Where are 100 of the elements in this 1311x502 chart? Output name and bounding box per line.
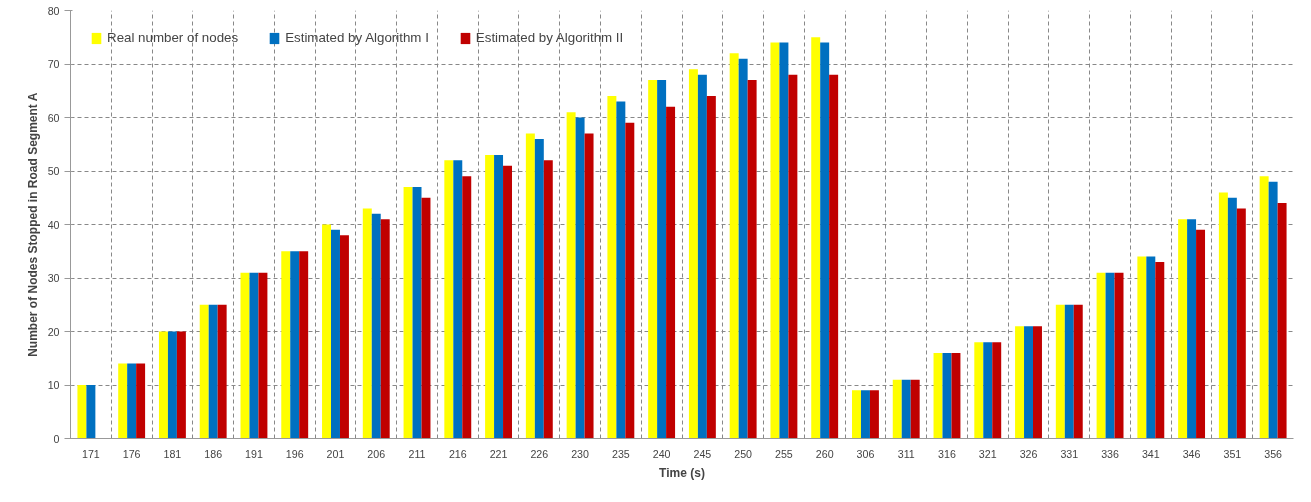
x-tick-label: 240 [652, 447, 671, 460]
bar [339, 235, 349, 439]
y-tick-label: 0 [53, 432, 60, 445]
x-tick-label: 171 [81, 447, 100, 460]
bar [1055, 304, 1065, 439]
x-tick-label: 356 [1264, 447, 1283, 460]
x-tick-label: 191 [245, 447, 263, 460]
x-tick-label: 235 [611, 447, 630, 460]
bar [1178, 219, 1188, 439]
bar [331, 229, 340, 439]
bar [779, 42, 789, 439]
x-tick-label: 250 [734, 447, 753, 460]
x-axis-title: Time (s) [659, 465, 705, 480]
bar [910, 379, 920, 439]
bar [249, 272, 259, 439]
y-tick-label: 50 [47, 165, 60, 177]
bar [1268, 181, 1278, 439]
bar [706, 96, 716, 439]
bar [322, 224, 331, 439]
x-tick-label: 196 [285, 447, 304, 460]
bar [951, 352, 961, 439]
bar [412, 187, 422, 439]
bar [453, 160, 463, 439]
bar [240, 272, 250, 439]
legend-label: Estimated by Algorithm II [475, 30, 624, 45]
bar [575, 117, 585, 439]
bar [983, 342, 993, 439]
bar [1236, 208, 1246, 439]
bar [1155, 261, 1165, 439]
bar [208, 304, 218, 439]
x-tick-label: 260 [815, 447, 834, 460]
bar [1146, 256, 1156, 439]
bar [1015, 326, 1025, 439]
bar [158, 331, 168, 439]
x-tick-label: 306 [856, 447, 875, 460]
bar [648, 80, 658, 439]
x-tick-label: 176 [122, 447, 141, 460]
y-tick-label: 70 [47, 58, 60, 70]
bar [299, 251, 309, 439]
x-tick-label: 186 [204, 447, 223, 460]
bar [820, 42, 830, 439]
bar [584, 133, 594, 439]
bar [666, 106, 676, 439]
bar [1064, 304, 1074, 439]
bar [127, 363, 137, 439]
bar [1024, 326, 1033, 439]
bar [380, 219, 390, 439]
bar [974, 342, 984, 439]
bar [788, 74, 798, 439]
bar [829, 74, 839, 439]
x-tick-label: 321 [978, 447, 997, 460]
y-tick-label: 80 [47, 4, 60, 17]
bar [543, 160, 553, 439]
x-tick-label: 326 [1019, 447, 1038, 460]
bar [729, 53, 739, 439]
bar [657, 80, 667, 439]
x-tick-label: 316 [938, 447, 956, 460]
bar [217, 304, 227, 439]
y-tick-label: 10 [47, 379, 60, 391]
bar [371, 213, 381, 439]
bar [811, 37, 821, 439]
bar [136, 363, 146, 439]
bar [1187, 219, 1197, 439]
x-tick-label: 216 [448, 447, 467, 460]
bar [852, 390, 861, 439]
bar [901, 379, 911, 439]
bar [1196, 229, 1206, 439]
x-tick-label: 226 [530, 447, 549, 460]
bar [444, 160, 454, 439]
x-tick-label: 331 [1060, 447, 1079, 460]
bar [607, 96, 617, 439]
bar [403, 187, 413, 439]
bar [485, 154, 495, 439]
bar [494, 154, 504, 439]
x-tick-label: 181 [163, 447, 182, 460]
bar [258, 272, 268, 439]
x-tick-label: 346 [1182, 447, 1201, 460]
bar [1114, 272, 1124, 439]
bar [747, 80, 757, 439]
bar [860, 390, 870, 439]
bar [199, 304, 209, 439]
bar [1033, 326, 1042, 439]
x-tick-label: 206 [367, 447, 386, 460]
y-tick-label: 60 [47, 111, 60, 124]
bar [1096, 272, 1106, 439]
legend-label: Estimated by Algorithm I [285, 30, 429, 45]
bar [1227, 197, 1237, 439]
x-tick-label: 211 [408, 447, 426, 460]
x-tick-label: 245 [693, 447, 712, 460]
x-tick-label: 255 [775, 447, 793, 460]
bar [1073, 304, 1083, 439]
bar [167, 331, 177, 439]
bar [992, 342, 1002, 439]
bar [1137, 256, 1147, 439]
y-tick-label: 20 [47, 325, 60, 338]
bar [362, 208, 372, 439]
x-tick-label: 351 [1223, 447, 1242, 460]
x-tick-label: 311 [897, 447, 915, 460]
x-tick-label: 341 [1141, 447, 1160, 460]
bar [118, 363, 128, 439]
